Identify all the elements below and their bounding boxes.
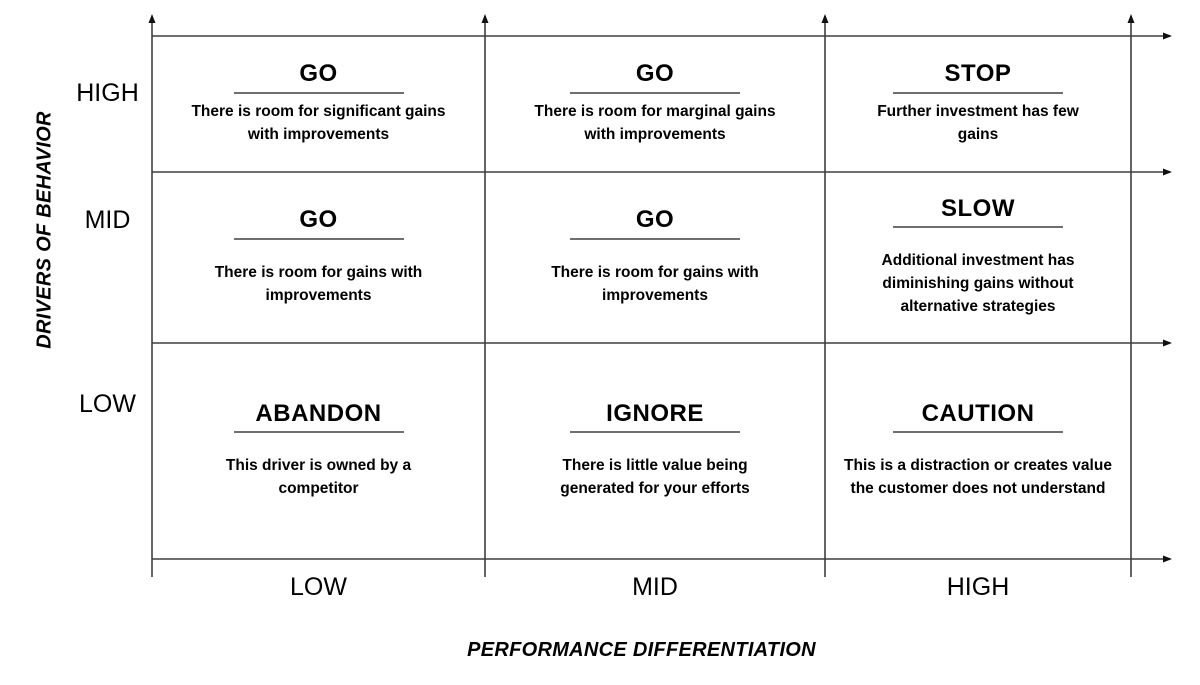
x-tick-mid: MID [632, 573, 678, 601]
cell-description: This driver is owned by a competitor [225, 457, 412, 498]
matrix-cell-mid-mid: GO There is room for gains with improvem… [486, 173, 824, 342]
y-tick-high: HIGH [76, 79, 139, 107]
cell-title-underline [570, 237, 740, 240]
cell-description: There is room for marginal gains with im… [534, 102, 776, 143]
cell-title-underline [570, 91, 740, 94]
cell-title: STOP [944, 60, 1012, 88]
x-tick-high: HIGH [946, 573, 1010, 601]
cell-description: There is room for gains with improvement… [551, 263, 759, 304]
cell-title: GO [635, 206, 675, 234]
cell-title-underline [233, 237, 404, 240]
matrix-cell-low-mid: IGNORE There is little value being gener… [486, 344, 824, 558]
matrix-cell-high-low: GO There is room for significant gains w… [153, 37, 484, 171]
cell-title-underline [893, 91, 1063, 94]
cell-description: There is little value being generated fo… [560, 457, 750, 498]
cell-title: CAUTION [921, 399, 1035, 427]
cell-title: GO [299, 60, 338, 88]
y-tick-low: LOW [79, 390, 136, 418]
cell-title: IGNORE [606, 399, 704, 427]
cell-description: Further investment has few gains [877, 102, 1079, 143]
x-tick-low: LOW [290, 573, 347, 601]
cell-title-underline [893, 226, 1063, 229]
matrix-cell-high-high: STOP Further investment has few gains [826, 37, 1130, 171]
cell-title-underline [233, 91, 404, 94]
cell-title: ABANDON [255, 399, 382, 427]
x-axis-title: PERFORMANCE DIFFERENTIATION [467, 639, 816, 661]
cell-title-underline [893, 431, 1063, 434]
y-tick-mid: MID [84, 206, 131, 234]
matrix-cell-low-high: CAUTION This is a distraction or creates… [826, 344, 1130, 558]
matrix-cell-high-mid: GO There is room for marginal gains with… [486, 37, 824, 171]
cell-title-underline [570, 431, 740, 434]
matrix-cell-low-low: ABANDON This driver is owned by a compet… [153, 344, 484, 558]
cell-description: There is room for gains with improvement… [214, 263, 423, 304]
cell-title-underline [233, 431, 404, 434]
cell-description: Additional investment has diminishing ga… [881, 252, 1075, 316]
matrix-cell-mid-low: GO There is room for gains with improvem… [153, 173, 484, 342]
cell-description: This is a distraction or creates value t… [844, 457, 1112, 498]
cell-title: GO [635, 60, 675, 88]
cell-title: GO [299, 206, 338, 234]
cell-description: There is room for significant gains with… [191, 102, 446, 143]
cell-title: SLOW [941, 194, 1015, 222]
matrix-cell-mid-high: SLOW Additional investment has diminishi… [826, 173, 1130, 342]
